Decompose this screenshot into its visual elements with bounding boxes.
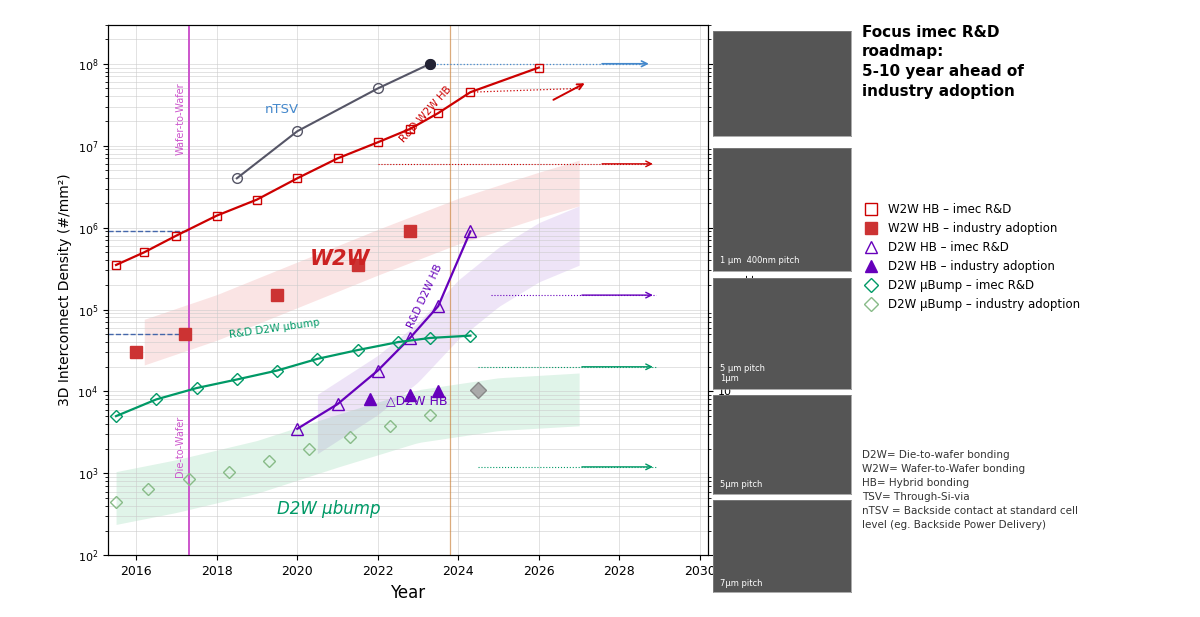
Text: R&D D2W HB: R&D D2W HB bbox=[406, 262, 444, 329]
Text: Die-to-Wafer: Die-to-Wafer bbox=[175, 416, 185, 478]
X-axis label: Year: Year bbox=[390, 584, 426, 602]
Text: Wafer-to-Wafer: Wafer-to-Wafer bbox=[175, 82, 185, 155]
Text: D2W μbump: D2W μbump bbox=[277, 500, 380, 518]
Text: R&D W2W HB: R&D W2W HB bbox=[398, 85, 454, 144]
Text: nTSV: nTSV bbox=[265, 103, 299, 116]
Y-axis label: 3D interconnect pitch (μm): 3D interconnect pitch (μm) bbox=[744, 205, 757, 375]
Text: Focus imec R&D
roadmap:
5-10 year ahead of
industry adoption: Focus imec R&D roadmap: 5-10 year ahead … bbox=[862, 25, 1024, 99]
Text: △D2W HB: △D2W HB bbox=[386, 394, 448, 407]
Text: 1 μm  400nm pitch: 1 μm 400nm pitch bbox=[720, 256, 799, 265]
Text: R&D D2W μbump: R&D D2W μbump bbox=[229, 317, 320, 340]
Text: 7μm pitch: 7μm pitch bbox=[720, 579, 762, 587]
Legend: W2W HB – imec R&D, W2W HB – industry adoption, D2W HB – imec R&D, D2W HB – indus: W2W HB – imec R&D, W2W HB – industry ado… bbox=[864, 204, 1080, 311]
Text: W2W: W2W bbox=[310, 249, 370, 269]
Text: D2W= Die-to-wafer bonding
W2W= Wafer-to-Wafer bonding
HB= Hybrid bonding
TSV= Th: D2W= Die-to-wafer bonding W2W= Wafer-to-… bbox=[862, 450, 1078, 531]
Y-axis label: 3D Interconnect Density (#/mm²): 3D Interconnect Density (#/mm²) bbox=[58, 173, 72, 407]
Text: 5μm pitch: 5μm pitch bbox=[720, 479, 762, 489]
Text: 5 μm pitch
1μm: 5 μm pitch 1μm bbox=[720, 364, 764, 383]
